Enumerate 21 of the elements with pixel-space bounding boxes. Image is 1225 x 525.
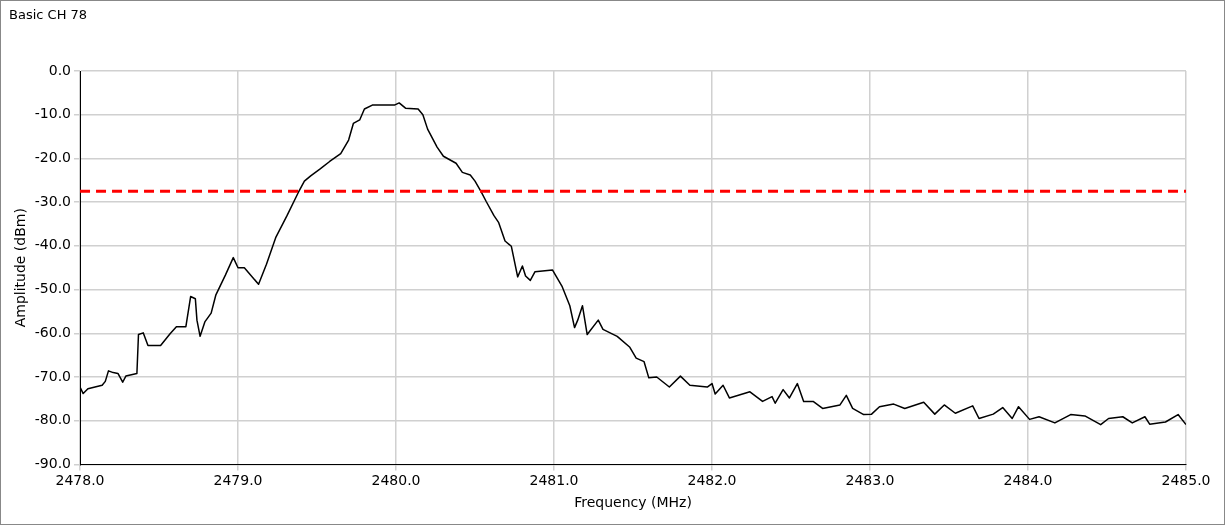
x-tick-label: 2485.0: [1161, 472, 1211, 489]
x-tick-label: 2484.0: [1003, 472, 1053, 489]
y-tick-label: -70.0: [34, 367, 72, 384]
x-tick-label: 2483.0: [845, 472, 895, 489]
y-tick-label: -80.0: [34, 411, 72, 428]
y-tick-label: 0.0: [48, 61, 72, 78]
x-tick-label: 2479.0: [213, 472, 263, 489]
y-tick-label: -60.0: [34, 323, 72, 340]
x-axis-title: Frequency (MHz): [574, 494, 692, 511]
x-tick-label: 2478.0: [55, 472, 105, 489]
y-tick-label: -10.0: [34, 105, 72, 122]
y-tick-label: -90.0: [34, 455, 72, 472]
y-tick-label: -30.0: [34, 192, 72, 209]
y-tick-label: -20.0: [34, 149, 72, 166]
x-tick-label: 2482.0: [687, 472, 737, 489]
x-tick-label: 2481.0: [529, 472, 579, 489]
y-tick-label: -40.0: [34, 236, 72, 253]
chart-title: Basic CH 78: [9, 7, 88, 22]
y-tick-label: -50.0: [34, 280, 72, 297]
y-axis-title: Amplitude (dBm): [12, 208, 29, 328]
x-tick-label: 2480.0: [371, 472, 421, 489]
